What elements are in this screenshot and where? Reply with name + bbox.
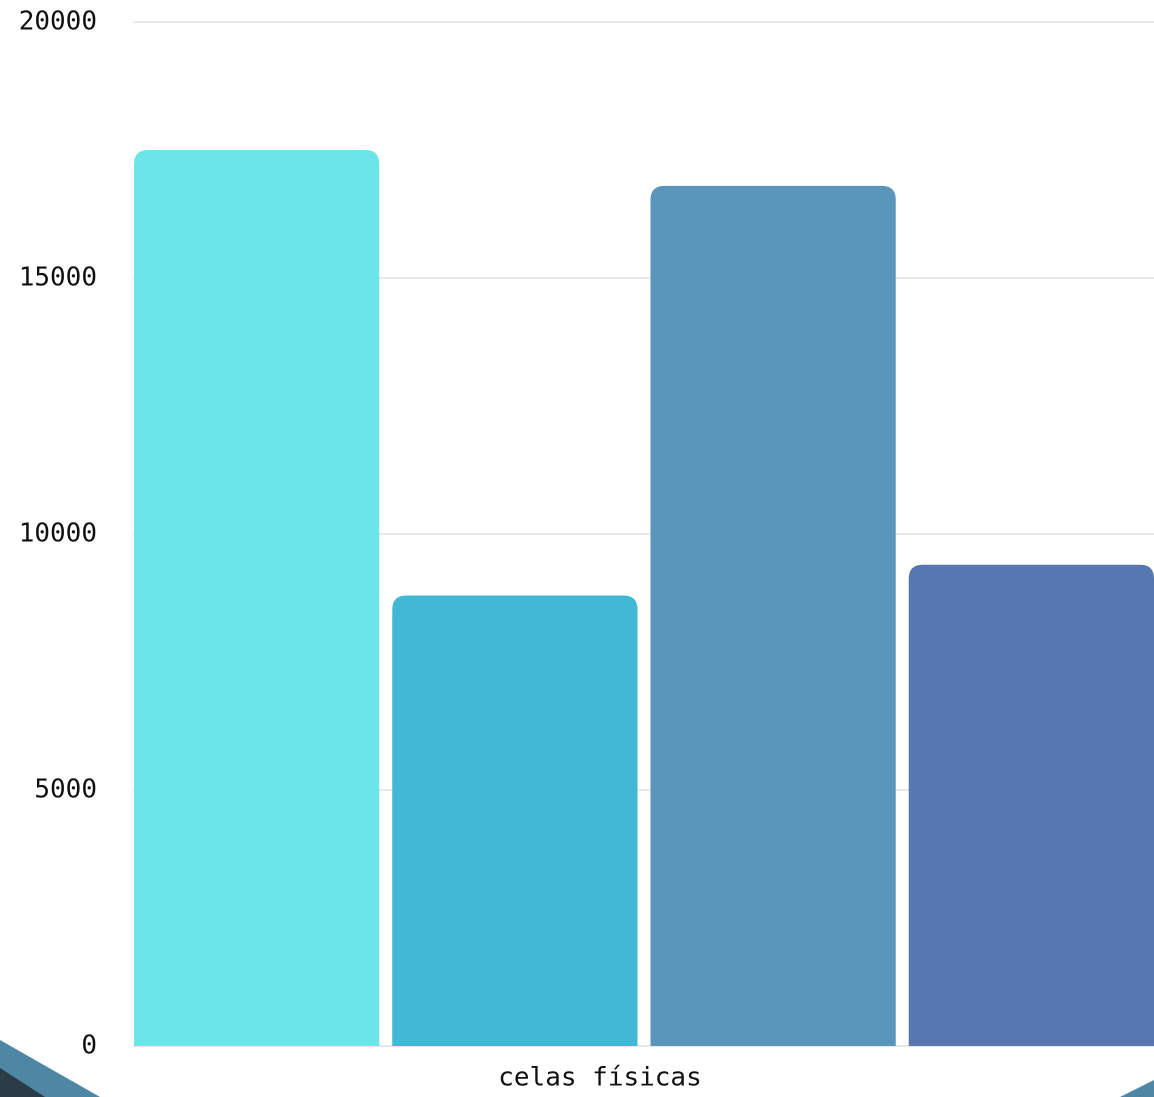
bar xyxy=(908,564,1154,1046)
y-tick-label: 10000 xyxy=(19,519,97,549)
y-tick-label: 5000 xyxy=(34,775,97,805)
y-tick-label: 15000 xyxy=(19,263,97,293)
bar xyxy=(134,150,380,1046)
decoration xyxy=(0,1040,100,1097)
x-tick-label: celas físicas xyxy=(498,1063,702,1093)
bar xyxy=(650,185,896,1047)
decoration xyxy=(0,1068,45,1097)
decoration xyxy=(1120,1080,1154,1097)
y-tick-label: 0 xyxy=(81,1031,97,1061)
y-tick-label: 20000 xyxy=(19,7,97,37)
bar xyxy=(392,595,638,1046)
